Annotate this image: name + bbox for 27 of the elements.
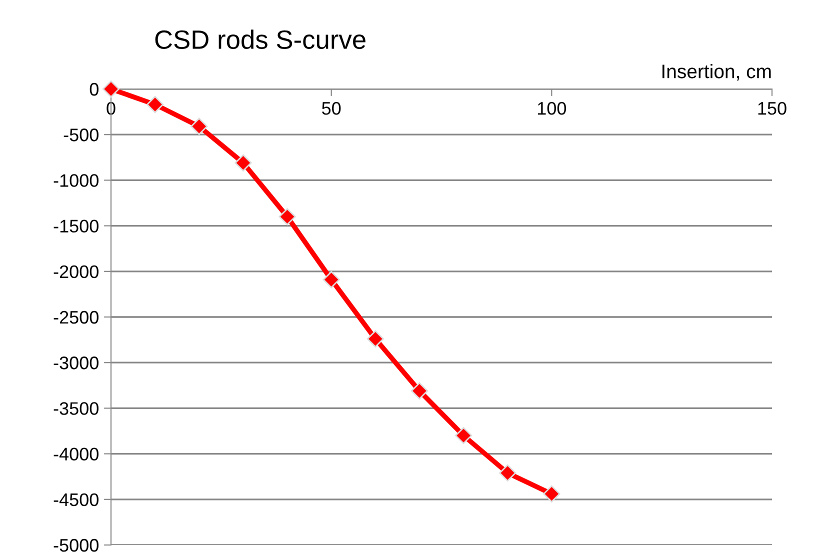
x-tick-label: 50	[322, 102, 341, 115]
y-tick-label: -4000	[54, 448, 98, 461]
point	[499, 464, 516, 482]
point	[410, 382, 428, 400]
point	[190, 118, 208, 135]
y-tick-label: -3500	[54, 402, 98, 415]
point	[366, 330, 384, 348]
y-tick-label: -1000	[54, 174, 98, 187]
y-tick-label: -2000	[54, 265, 98, 278]
point	[278, 208, 296, 226]
y-tick-label: -5000	[54, 538, 98, 552]
x-tick-label: 150	[758, 102, 786, 115]
y-tick-label: -500	[64, 128, 98, 142]
x-axis-title: Insertion, cm	[662, 64, 771, 81]
point	[102, 80, 120, 98]
point	[543, 485, 560, 502]
x-tick-label: 100	[538, 102, 566, 115]
y-tick-label: -1500	[54, 220, 98, 233]
point	[322, 271, 340, 288]
point	[146, 96, 164, 114]
point	[454, 427, 472, 444]
point	[234, 154, 252, 172]
chart-title: CSD rods S-curve	[155, 30, 366, 50]
y-tick-label: -2500	[54, 310, 98, 324]
y-tick-label: 0	[90, 82, 98, 96]
y-tick-label: -3000	[54, 356, 98, 370]
y-tick-label: -4500	[54, 493, 98, 506]
